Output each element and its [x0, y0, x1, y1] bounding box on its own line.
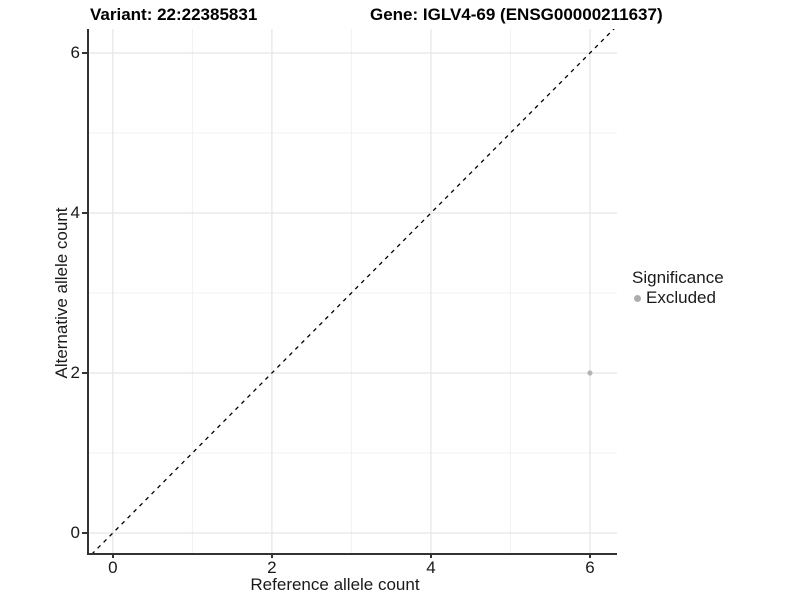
- variant-title: Variant: 22:22385831: [90, 5, 258, 24]
- y-tick-label: 4: [70, 203, 80, 222]
- y-axis-title: Alternative allele count: [52, 207, 71, 379]
- y-tick-mark: [82, 52, 87, 54]
- legend-item-label: Excluded: [646, 288, 716, 307]
- x-tick-mark: [588, 553, 591, 558]
- x-tick-label: 2: [267, 558, 277, 577]
- legend-point-icon: [634, 294, 641, 302]
- data-point: [587, 370, 593, 376]
- y-tick-mark: [82, 372, 87, 374]
- x-tick-label: 0: [108, 558, 118, 577]
- x-tick-mark: [270, 553, 273, 558]
- x-axis-title: Reference allele count: [250, 575, 420, 594]
- legend-title: Significance: [632, 268, 724, 287]
- legend-item-excluded: Excluded: [632, 288, 724, 308]
- plot-panel: [87, 29, 617, 555]
- x-tick-label: 4: [426, 558, 436, 577]
- legend: Significance Excluded: [632, 268, 724, 308]
- y-tick-label: 6: [70, 43, 80, 62]
- y-tick-mark: [82, 532, 87, 534]
- gene-title: Gene: IGLV4-69 (ENSG00000211637): [370, 5, 663, 24]
- x-tick-mark: [429, 553, 432, 558]
- y-tick-mark: [82, 212, 87, 214]
- y-tick-label: 0: [70, 523, 80, 542]
- y-tick-label: 2: [70, 363, 80, 382]
- x-tick-mark: [111, 553, 114, 558]
- x-tick-label: 6: [585, 558, 595, 577]
- plot-area: [89, 29, 617, 553]
